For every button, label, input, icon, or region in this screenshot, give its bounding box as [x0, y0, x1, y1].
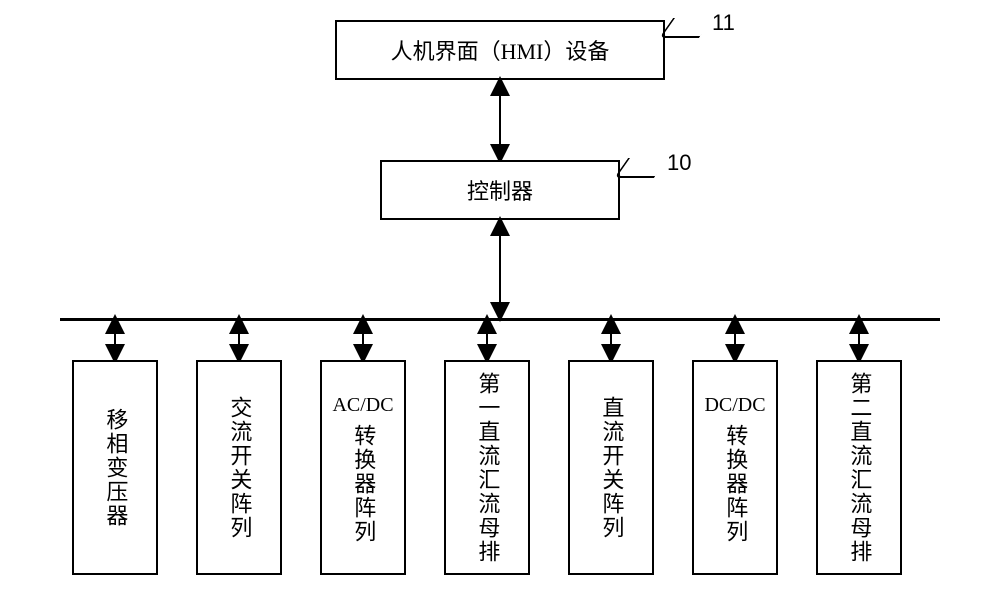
arrow-bus-node-1	[229, 318, 249, 360]
node-box-2: AC/DC转换器阵列	[320, 360, 406, 575]
node-label-2: AC/DC转换器阵列	[332, 392, 393, 544]
node-label-4: 直流开关阵列	[596, 396, 627, 540]
ref-tick-10	[614, 158, 668, 178]
node-label-5: DC/DC转换器阵列	[704, 392, 765, 544]
node-box-4: 直流开关阵列	[568, 360, 654, 575]
node-box-6: 第二直流汇流母排	[816, 360, 902, 575]
controller-box: 控制器	[380, 160, 620, 220]
arrow-bus-node-3	[477, 318, 497, 360]
node-box-1: 交流开关阵列	[196, 360, 282, 575]
arrow-bus-node-0	[105, 318, 125, 360]
arrow-bus-node-6	[849, 318, 869, 360]
hmi-device-box: 人机界面（HMI）设备	[335, 20, 665, 80]
node-label-1: 交流开关阵列	[224, 396, 255, 540]
node-box-0: 移相变压器	[72, 360, 158, 575]
ref-tick-11	[659, 18, 713, 38]
arrow-bus-node-4	[601, 318, 621, 360]
arrow-bus-node-5	[725, 318, 745, 360]
ref-label-10: 10	[667, 150, 691, 176]
controller-label: 控制器	[467, 174, 533, 206]
node-label-0: 移相变压器	[100, 408, 131, 528]
arrow-bus-node-2	[353, 318, 373, 360]
node-box-5: DC/DC转换器阵列	[692, 360, 778, 575]
node-label-6: 第二直流汇流母排	[844, 372, 875, 564]
ref-label-11: 11	[712, 10, 735, 36]
node-label-3: 第一直流汇流母排	[472, 372, 503, 564]
arrow-hmi-controller	[490, 80, 510, 160]
hmi-device-label: 人机界面（HMI）设备	[391, 34, 610, 66]
arrow-controller-bus	[490, 220, 510, 318]
bus-line	[60, 318, 940, 321]
node-box-3: 第一直流汇流母排	[444, 360, 530, 575]
